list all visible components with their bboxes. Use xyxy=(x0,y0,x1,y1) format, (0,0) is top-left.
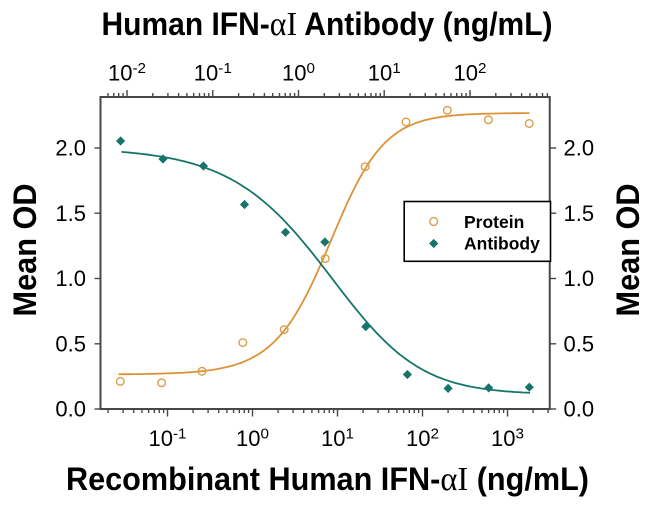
svg-text:0.0: 0.0 xyxy=(55,397,86,422)
svg-text:Recombinant Human IFN-αI (ng/m: Recombinant Human IFN-αI (ng/mL) xyxy=(66,461,589,498)
svg-text:Mean OD: Mean OD xyxy=(610,184,646,317)
svg-text:10-1: 10-1 xyxy=(149,425,187,451)
svg-text:0.5: 0.5 xyxy=(55,331,86,356)
svg-text:Antibody: Antibody xyxy=(464,234,540,254)
svg-text:2.0: 2.0 xyxy=(564,136,595,161)
svg-text:2.0: 2.0 xyxy=(55,136,86,161)
svg-text:1.0: 1.0 xyxy=(55,266,86,291)
svg-text:Human IFN-αI Antibody (ng/mL): Human IFN-αI Antibody (ng/mL) xyxy=(102,6,553,43)
svg-text:1.5: 1.5 xyxy=(55,201,86,226)
svg-text:Mean OD: Mean OD xyxy=(7,184,43,317)
svg-text:0.0: 0.0 xyxy=(564,397,595,422)
svg-text:Protein: Protein xyxy=(464,212,524,232)
svg-text:1.0: 1.0 xyxy=(564,266,595,291)
svg-text:1.5: 1.5 xyxy=(564,201,595,226)
svg-text:0.5: 0.5 xyxy=(564,331,595,356)
